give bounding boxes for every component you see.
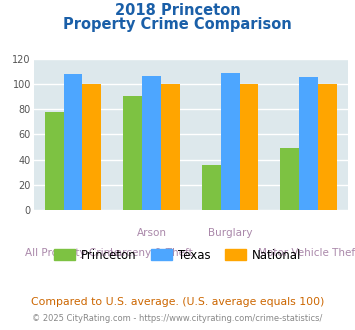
Bar <box>240 84 258 210</box>
Bar <box>299 77 318 210</box>
Bar <box>202 164 221 210</box>
Bar <box>280 148 299 210</box>
Bar <box>161 84 180 210</box>
Text: Larceny & Theft: Larceny & Theft <box>110 248 193 257</box>
Bar <box>82 84 101 210</box>
Text: Compared to U.S. average. (U.S. average equals 100): Compared to U.S. average. (U.S. average … <box>31 297 324 307</box>
Text: All Property Crime: All Property Crime <box>26 248 121 257</box>
Bar <box>221 73 240 210</box>
Bar <box>64 74 82 210</box>
Text: Motor Vehicle Theft: Motor Vehicle Theft <box>258 248 355 257</box>
Bar <box>45 112 64 210</box>
Bar <box>318 84 337 210</box>
Text: 2018 Princeton: 2018 Princeton <box>115 3 240 18</box>
Text: Burglary: Burglary <box>208 228 252 238</box>
Bar <box>142 76 161 210</box>
Text: Property Crime Comparison: Property Crime Comparison <box>63 16 292 31</box>
Bar <box>123 96 142 210</box>
Text: Arson: Arson <box>137 228 166 238</box>
Text: © 2025 CityRating.com - https://www.cityrating.com/crime-statistics/: © 2025 CityRating.com - https://www.city… <box>32 314 323 323</box>
Legend: Princeton, Texas, National: Princeton, Texas, National <box>49 244 306 266</box>
